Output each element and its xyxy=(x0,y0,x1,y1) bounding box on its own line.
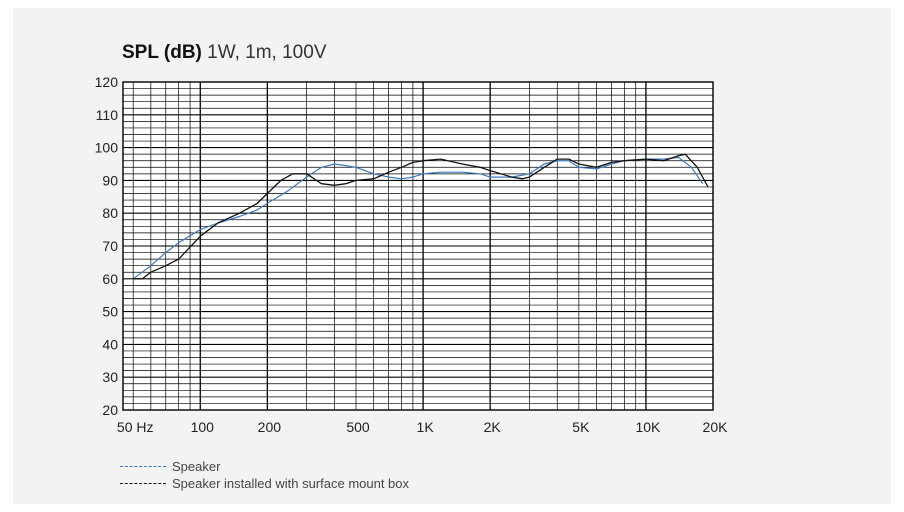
x-tick-label: 10K xyxy=(635,419,661,435)
legend-swatch-surface-mount xyxy=(120,483,166,484)
x-tick-label: 2K xyxy=(484,419,502,435)
series-line-speaker xyxy=(132,156,704,280)
y-tick-label: 70 xyxy=(102,238,118,254)
series-line-surface-mount xyxy=(133,153,709,280)
x-tick-label: 20K xyxy=(703,419,729,435)
chart-title-main: SPL (dB) xyxy=(122,42,202,63)
legend-item-speaker: Speaker xyxy=(120,458,409,475)
x-tick-label: 5K xyxy=(572,419,590,435)
y-tick-label: 80 xyxy=(102,205,118,221)
legend-swatch-speaker xyxy=(120,466,166,467)
legend-label-surface-mount: Speaker installed with surface mount box xyxy=(172,476,410,491)
chart-title: SPL (dB) 1W, 1m, 100V xyxy=(122,42,327,64)
y-tick-label: 20 xyxy=(102,402,118,418)
y-tick-label: 100 xyxy=(95,140,119,156)
x-tick-label: 1K xyxy=(417,419,435,435)
legend-item-surface-mount: Speaker installed with surface mount box xyxy=(120,475,409,492)
y-tick-label: 50 xyxy=(102,304,118,320)
y-tick-label: 110 xyxy=(96,107,119,123)
chart-title-subtitle: 1W, 1m, 100V xyxy=(207,42,327,63)
x-tick-label: 200 xyxy=(258,419,282,435)
chart-legend: Speaker Speaker installed with surface m… xyxy=(120,458,409,492)
x-tick-label: 100 xyxy=(191,419,215,435)
y-tick-label: 40 xyxy=(102,336,118,352)
x-tick-label: 500 xyxy=(346,419,370,435)
plot-frame xyxy=(122,81,714,411)
legend-label-speaker: Speaker xyxy=(172,459,221,474)
y-tick-label: 120 xyxy=(95,74,119,90)
y-tick-label: 30 xyxy=(102,369,118,385)
x-tick-label: 50 Hz xyxy=(117,419,154,435)
y-tick-label: 90 xyxy=(102,172,118,188)
y-tick-label: 60 xyxy=(102,271,118,287)
